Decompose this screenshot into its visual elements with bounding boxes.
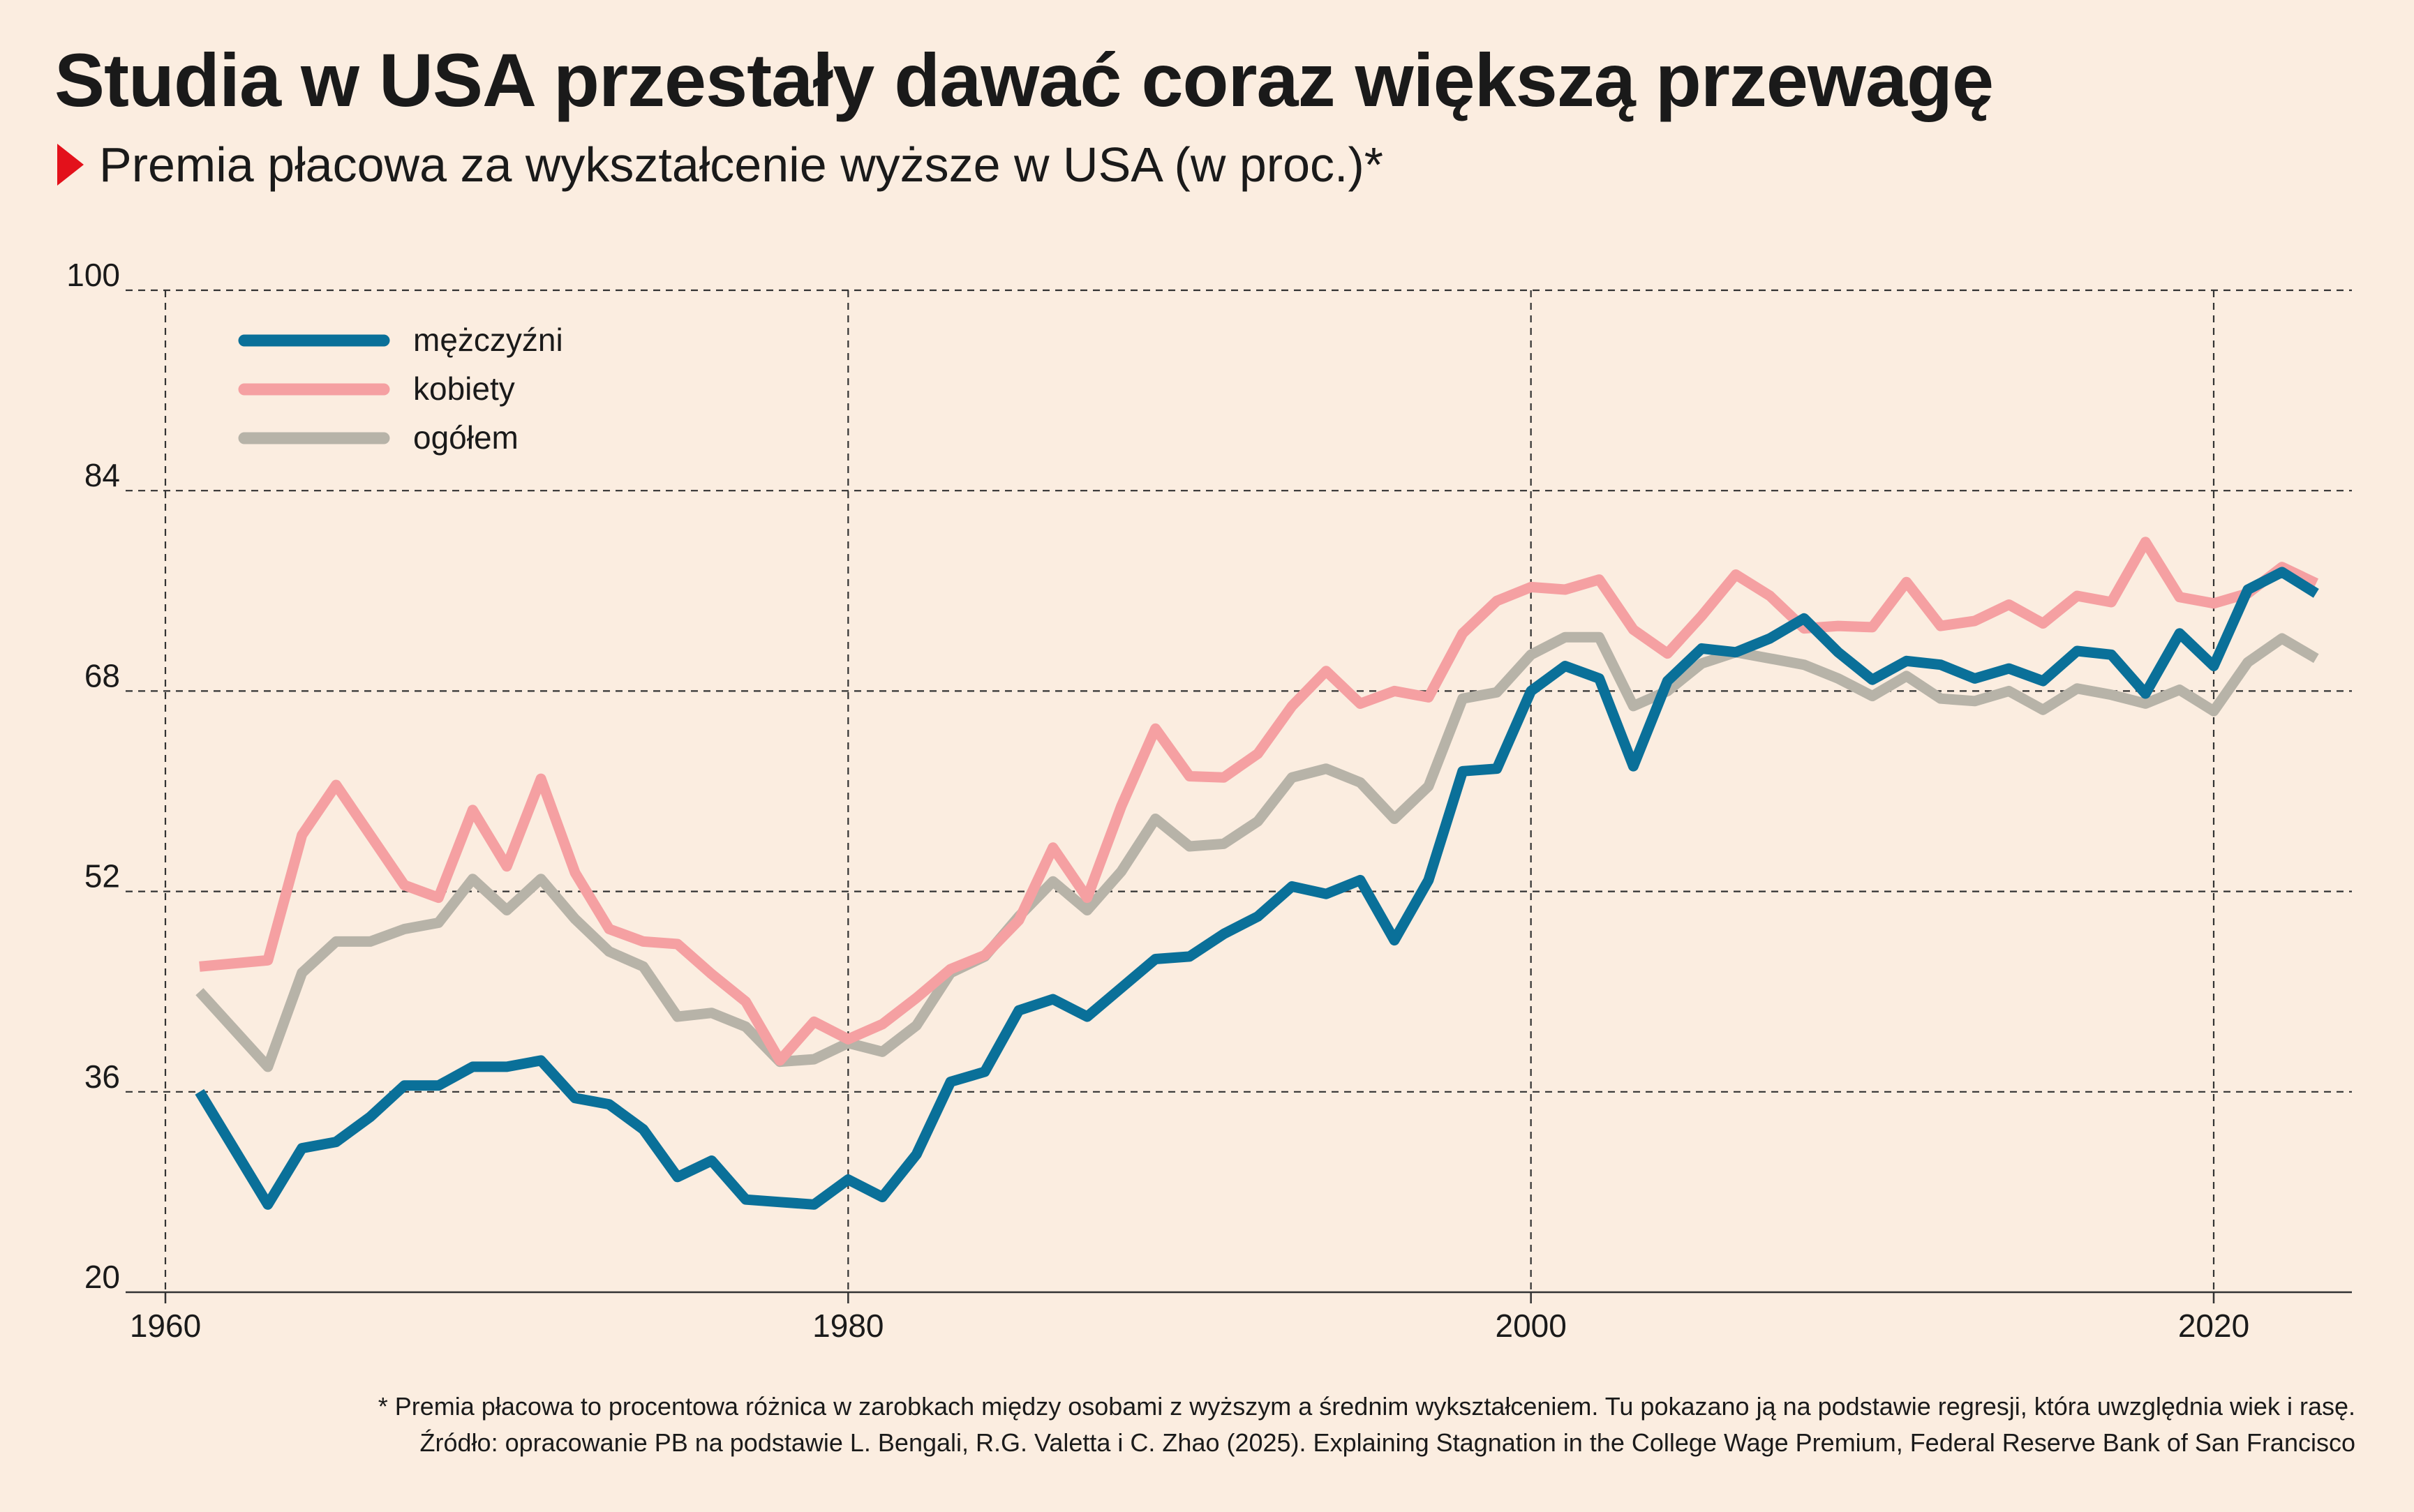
x-axis-labels: 1960 1980 2000 2020 <box>130 1308 2249 1344</box>
series-line-total <box>195 631 2319 1072</box>
y-tick-label: 36 <box>84 1058 120 1095</box>
y-tick-label: 52 <box>84 858 120 895</box>
x-tick-label: 1980 <box>812 1308 884 1344</box>
grid-lines <box>126 289 2352 1303</box>
footnote-source: Źródło: opracowanie PB na podstawie L. B… <box>419 1428 2355 1457</box>
red-triangle-icon <box>57 144 84 186</box>
y-tick-label: 68 <box>84 657 120 694</box>
legend-label: ogółem <box>413 419 519 456</box>
y-tick-label: 84 <box>84 457 120 493</box>
legend-label: kobiety <box>413 370 515 407</box>
footnote-definition: * Premia płacowa to procentowa różnica w… <box>378 1392 2355 1421</box>
y-tick-label: 100 <box>66 257 120 293</box>
x-tick-label: 2000 <box>1495 1308 1566 1344</box>
legend: mężczyźni kobiety ogółem <box>238 322 563 456</box>
data-series <box>195 537 2319 1210</box>
footnote: * Premia płacowa to procentowa różnica w… <box>378 1389 2355 1461</box>
x-tick-label: 1960 <box>130 1308 201 1344</box>
subtitle-text: Premia płacowa za wykształcenie wyższe w… <box>99 137 1384 192</box>
y-tick-label: 20 <box>84 1259 120 1295</box>
y-axis-labels: 20 36 52 68 84 100 <box>66 257 120 1295</box>
legend-label: mężczyźni <box>413 322 563 358</box>
chart-title: Studia w USA przestały dawać coraz więks… <box>54 38 1994 122</box>
x-tick-label: 2020 <box>2178 1308 2249 1344</box>
series-line-men <box>195 567 2319 1210</box>
chart-subtitle: Premia płacowa za wykształcenie wyższe w… <box>54 137 1383 193</box>
series-line-women <box>199 537 2319 1066</box>
